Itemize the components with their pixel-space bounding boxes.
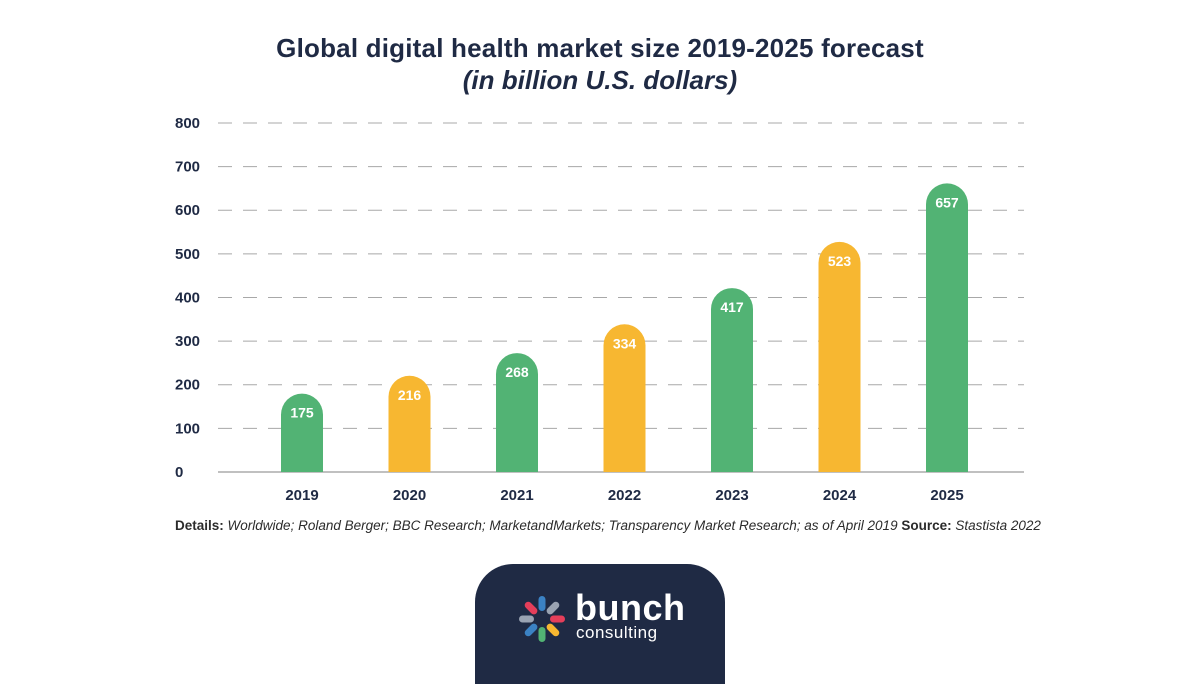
x-tick-label: 2025	[930, 487, 963, 504]
bar-2022	[603, 324, 646, 472]
source-text: Stastista 2022	[955, 518, 1041, 533]
y-tick-label: 300	[175, 333, 200, 350]
y-tick-label: 500	[175, 246, 200, 263]
logo-petal	[519, 615, 534, 623]
chart-subtitle: (in billion U.S. dollars)	[462, 65, 738, 95]
bar-value-label: 216	[398, 387, 422, 403]
logo-petal	[524, 623, 538, 637]
logo-petal	[546, 623, 560, 637]
x-tick-label: 2021	[500, 487, 533, 504]
x-tick-label: 2020	[393, 487, 426, 504]
logo-petal	[524, 601, 538, 615]
y-tick-label: 100	[175, 420, 200, 437]
bar-2024	[818, 241, 861, 472]
bar-2023	[711, 288, 753, 472]
x-tick-label: 2022	[608, 487, 641, 504]
x-tick-label: 2023	[715, 487, 748, 504]
bar-2025	[926, 183, 968, 473]
bunch-logo-icon	[519, 596, 565, 642]
logo-petal	[538, 627, 546, 642]
logo-name: bunch	[575, 587, 686, 628]
chart-footnote: Details: Worldwide; Roland Berger; BBC R…	[175, 518, 1135, 533]
x-axis-ticks: 2019 2020 2021 2022 2023 2024 2025	[285, 487, 963, 504]
y-tick-label: 200	[175, 377, 200, 394]
logo-petal	[538, 596, 546, 611]
source-label: Source:	[901, 518, 952, 533]
logo-subtitle: consulting	[576, 623, 658, 642]
bar-value-label: 657	[935, 194, 959, 210]
y-tick-label: 0	[175, 464, 183, 481]
x-tick-label: 2024	[823, 487, 857, 504]
details-text: Worldwide; Roland Berger; BBC Research; …	[227, 518, 898, 533]
bar-2019	[281, 393, 323, 472]
bar-value-label: 417	[720, 299, 744, 315]
bar-2020	[388, 375, 431, 472]
bar-value-label: 175	[290, 405, 314, 421]
chart-title-block: Global digital health market size 2019-2…	[0, 32, 1200, 96]
bar-value-label: 268	[505, 364, 529, 380]
brand-logo-panel: bunch consulting	[475, 564, 725, 684]
y-axis-ticks: 0 100 200 300 400 500 600 700 800	[175, 115, 200, 481]
bars: 175 216 268 334 417 523 657	[281, 183, 968, 473]
bar-chart: 0 100 200 300 400 500 600 700 800 175 216 268 334 41…	[175, 115, 1024, 504]
x-tick-label: 2019	[285, 487, 318, 504]
y-tick-label: 600	[175, 202, 200, 219]
y-tick-label: 400	[175, 289, 200, 306]
bar-value-label: 523	[828, 253, 852, 269]
y-tick-label: 700	[175, 159, 200, 176]
chart-title: Global digital health market size 2019-2…	[276, 33, 924, 63]
logo-petal	[546, 601, 560, 615]
logo-petal	[550, 615, 565, 623]
y-tick-label: 800	[175, 115, 200, 132]
details-label: Details:	[175, 518, 224, 533]
bar-2021	[496, 353, 538, 472]
bar-value-label: 334	[613, 335, 637, 351]
